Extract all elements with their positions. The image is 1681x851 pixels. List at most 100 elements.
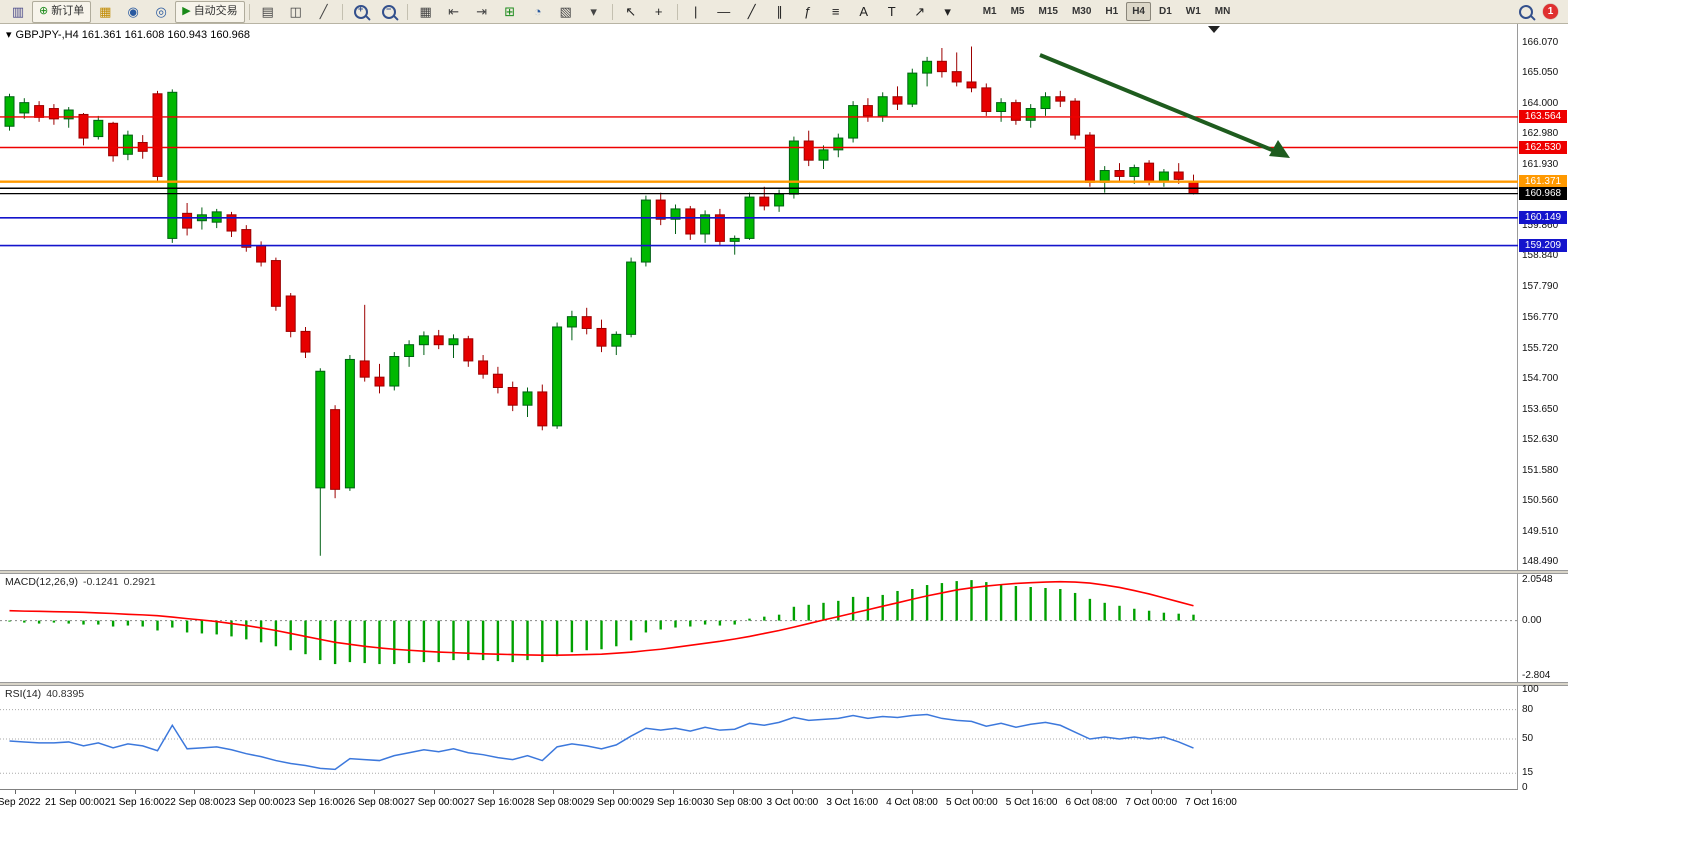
- channel-icon-glyph: ∥: [776, 4, 783, 19]
- rsi-canvas[interactable]: [0, 686, 1518, 790]
- price-axis[interactable]: 166.070 165.050 164.000 162.980 161.930 159.8…: [1519, 24, 1568, 570]
- chart-shift-left-icon[interactable]: ⇤: [440, 1, 468, 23]
- community-icon[interactable]: ◎: [147, 1, 175, 23]
- time-tick: [792, 790, 794, 794]
- rsi-axis-label: 0: [1522, 782, 1528, 793]
- profile-icon[interactable]: ◉: [119, 1, 147, 23]
- search-icon[interactable]: [1519, 4, 1533, 19]
- time-tick: [852, 790, 854, 794]
- arrows-dropdown-icon[interactable]: ▾: [934, 1, 962, 23]
- price-chart-canvas[interactable]: [0, 24, 1518, 570]
- candle-body: [537, 391, 548, 427]
- candle-body: [34, 105, 45, 118]
- crosshair-icon[interactable]: +: [645, 1, 673, 23]
- candle-body: [256, 245, 267, 263]
- candle-body: [492, 373, 503, 388]
- timeframe-h1[interactable]: H1: [1105, 6, 1119, 17]
- candle-body: [359, 360, 370, 378]
- time-axis-label: 22 Sep 08:00: [164, 797, 225, 808]
- line-chart-icon[interactable]: ╱: [310, 1, 338, 23]
- tile-windows-icon-glyph: ▤: [261, 4, 274, 19]
- chart-shift-left-icon-glyph: ⇤: [448, 4, 460, 19]
- timeframe-m1[interactable]: M1: [982, 6, 997, 17]
- new-order-button[interactable]: ⊕ 新订单: [32, 0, 92, 23]
- candle-body: [981, 87, 992, 112]
- textbox-icon[interactable]: T: [878, 1, 906, 23]
- trendline-icon[interactable]: ╱: [738, 1, 766, 23]
- candle-body: [122, 134, 133, 155]
- rsi-axis-label: 50: [1522, 733, 1534, 744]
- macd-axis-label: 0.00: [1522, 614, 1542, 626]
- timeframe-m5[interactable]: M5: [1010, 6, 1025, 17]
- chart-shift-right-icon[interactable]: ⇥: [468, 1, 496, 23]
- fibonacci-icon[interactable]: ƒ: [794, 1, 822, 23]
- rsi-axis-label: 80: [1522, 703, 1534, 715]
- cursor-icon[interactable]: ↖: [617, 1, 645, 23]
- market-icon[interactable]: ▦: [91, 1, 119, 23]
- candle-body: [700, 214, 711, 235]
- time-tick: [433, 790, 435, 794]
- macd-canvas[interactable]: [0, 574, 1518, 682]
- auto-arrange-icon[interactable]: ▦: [412, 1, 440, 23]
- price-axis-label: 157.790: [1522, 281, 1559, 293]
- panel-splitter[interactable]: [0, 570, 1568, 574]
- toolbar-separator: [248, 3, 250, 20]
- time-axis-label: 27 Sep 16:00: [463, 797, 524, 808]
- macd-axis-label: -2.804: [1522, 670, 1551, 681]
- chart-menu-icon[interactable]: ▾: [6, 29, 12, 41]
- rsi-label: RSI(14) 40.8395: [5, 688, 85, 700]
- time-axis-label: 27 Sep 00:00: [403, 797, 464, 808]
- candle-body: [922, 60, 933, 74]
- timeframe-mn[interactable]: MN: [1214, 6, 1231, 17]
- arrows-tool-icon-glyph: ↗: [914, 4, 926, 19]
- candle-body: [4, 96, 15, 127]
- timeframe-w1[interactable]: W1: [1185, 6, 1201, 17]
- notification-badge[interactable]: 1: [1543, 4, 1558, 19]
- period-clock-icon[interactable]: ◔: [524, 1, 552, 23]
- trend-arrow-line[interactable]: [1039, 53, 1278, 154]
- templates-dropdown-icon[interactable]: ▾: [580, 1, 608, 23]
- zoom-in-icon[interactable]: +: [347, 1, 375, 23]
- line-chart-icon-glyph: ╱: [319, 4, 328, 19]
- horizontal-line-icon[interactable]: —: [710, 1, 738, 23]
- price-tag: 163.564: [1519, 110, 1567, 124]
- tile-windows-icon[interactable]: ▤: [254, 1, 282, 23]
- magnifier-sign: −: [386, 3, 392, 14]
- auto-trading-button-label: 自动交易: [193, 5, 238, 17]
- timeframe-d1[interactable]: D1: [1159, 6, 1172, 17]
- new-order-button-glyph: ⊕: [39, 5, 49, 17]
- text-icon[interactable]: A: [850, 1, 878, 23]
- chart-window-icon[interactable]: ▥: [4, 1, 32, 23]
- market-icon-glyph: ▦: [99, 4, 112, 19]
- time-axis-label: 3 Oct 16:00: [826, 797, 879, 808]
- price-axis-label: 166.070: [1522, 37, 1559, 48]
- arrows-tool-icon[interactable]: ↗: [906, 1, 934, 23]
- time-tick: [194, 790, 196, 794]
- time-axis-label: 0 Sep 2022: [0, 797, 41, 808]
- candle-body: [93, 119, 104, 138]
- timeframe-h4[interactable]: H4: [1126, 2, 1151, 21]
- grid-icon[interactable]: ≡: [822, 1, 850, 23]
- time-tick: [74, 790, 76, 794]
- candle-body: [285, 295, 296, 332]
- period-clock-icon-glyph: ◔: [533, 4, 542, 19]
- channel-icon[interactable]: ∥: [766, 1, 794, 23]
- price-axis-label: 148.490: [1522, 555, 1559, 567]
- candle-body: [63, 109, 74, 120]
- candle-body: [300, 330, 311, 353]
- panel-splitter[interactable]: [0, 682, 1568, 686]
- vertical-line-icon[interactable]: |: [682, 1, 710, 23]
- price-axis-label: 158.840: [1522, 250, 1559, 262]
- timeframe-m15[interactable]: M15: [1038, 6, 1058, 17]
- zoom-out-icon[interactable]: −: [375, 1, 403, 23]
- new-chart-icon[interactable]: ⊞: [496, 1, 524, 23]
- templates-icon[interactable]: ▧: [552, 1, 580, 23]
- auto-trading-button[interactable]: ▶ 自动交易: [175, 0, 245, 23]
- candle-body: [640, 199, 651, 263]
- candle-body: [685, 208, 696, 235]
- timeframe-m30[interactable]: M30: [1071, 6, 1092, 17]
- candle-body: [966, 81, 977, 89]
- candlestick-chart-icon[interactable]: ◫: [282, 1, 310, 23]
- candle-body: [507, 386, 518, 406]
